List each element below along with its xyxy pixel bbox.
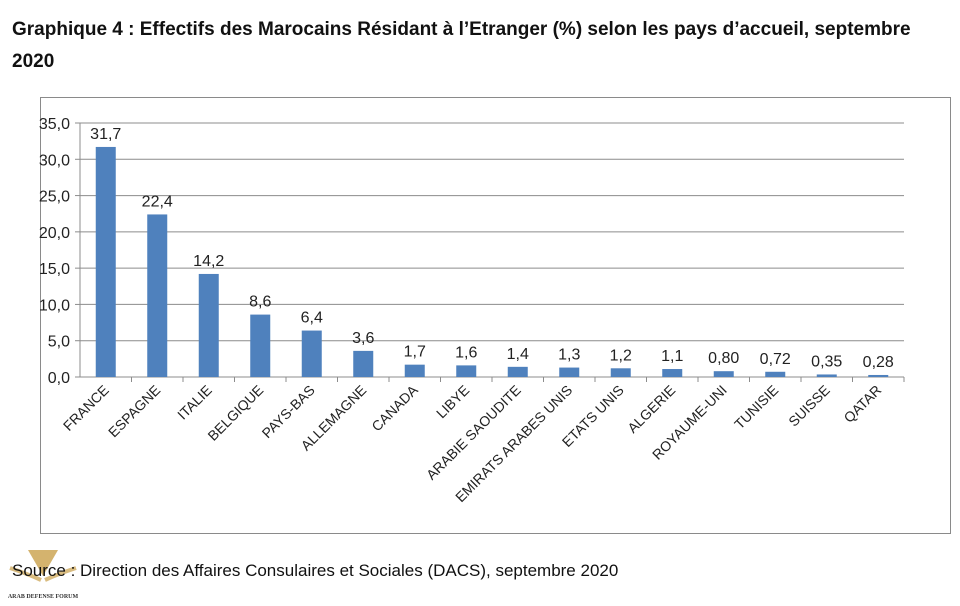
data-label: 22,4 bbox=[142, 193, 173, 210]
data-label: 14,2 bbox=[193, 253, 224, 270]
data-label: 0,28 bbox=[863, 354, 894, 371]
bar bbox=[95, 146, 116, 377]
data-label: 0,35 bbox=[811, 353, 842, 370]
data-label: 1,2 bbox=[610, 347, 632, 364]
y-tick-label: 10,0 bbox=[39, 297, 70, 314]
bar bbox=[816, 374, 837, 377]
bar bbox=[404, 364, 425, 377]
bar bbox=[301, 330, 322, 377]
chart-title: Graphique 4 : Effectifs des Marocains Ré… bbox=[12, 14, 952, 78]
data-label: 1,1 bbox=[661, 348, 683, 365]
x-tick-label: BELGIQUE bbox=[204, 382, 266, 444]
bar bbox=[198, 273, 219, 377]
data-label: 1,6 bbox=[455, 344, 477, 361]
bar bbox=[662, 369, 683, 377]
x-tick-label: ESPAGNE bbox=[105, 382, 163, 440]
x-tick-label: LIBYE bbox=[433, 382, 472, 421]
svg-text:ARAB DEFENSE FORUM: ARAB DEFENSE FORUM bbox=[8, 594, 78, 600]
bar bbox=[713, 371, 734, 377]
y-tick-label: 30,0 bbox=[39, 152, 70, 169]
chart-frame bbox=[40, 97, 951, 534]
data-label: 8,6 bbox=[249, 294, 271, 311]
x-tick-label: ITALIE bbox=[174, 382, 215, 423]
x-tick-label: QATAR bbox=[840, 382, 884, 426]
bar bbox=[250, 314, 271, 377]
bar bbox=[353, 350, 374, 377]
y-tick-label: 25,0 bbox=[39, 189, 70, 206]
bar bbox=[507, 366, 528, 377]
bar bbox=[765, 371, 786, 377]
source-note: Source : Direction des Affaires Consulai… bbox=[12, 561, 619, 580]
y-tick-label: 5,0 bbox=[48, 334, 70, 351]
x-tick-label: ARABIE SAOUDITE bbox=[423, 382, 524, 483]
bar bbox=[868, 374, 889, 377]
y-tick-label: 20,0 bbox=[39, 225, 70, 242]
data-label: 0,72 bbox=[760, 351, 791, 368]
data-label: 3,6 bbox=[352, 330, 374, 347]
x-tick-label: SUISSE bbox=[785, 382, 833, 430]
y-tick-label: 0,0 bbox=[48, 370, 70, 387]
data-label: 6,4 bbox=[301, 310, 323, 327]
data-label: 1,4 bbox=[507, 346, 529, 363]
title-text: : Effectifs des Marocains Résidant à l’E… bbox=[12, 19, 911, 72]
bar bbox=[559, 367, 580, 377]
y-tick-label: 35,0 bbox=[39, 116, 70, 133]
x-tick-label: TUNISIE bbox=[731, 382, 781, 432]
watermark-logo-icon: ARAB DEFENSE FORUM bbox=[8, 550, 78, 600]
bar bbox=[456, 365, 477, 377]
data-label: 1,7 bbox=[404, 344, 426, 361]
x-tick-label: ALGERIE bbox=[624, 382, 678, 436]
y-tick-label: 15,0 bbox=[39, 261, 70, 278]
data-label: 1,3 bbox=[558, 347, 580, 364]
title-prefix: Graphique 4 bbox=[12, 19, 123, 40]
bar bbox=[147, 214, 168, 377]
bar bbox=[610, 368, 631, 377]
data-label: 31,7 bbox=[90, 126, 121, 143]
data-label: 0,80 bbox=[708, 350, 739, 367]
x-tick-label: CANADA bbox=[368, 381, 421, 434]
x-tick-label: FRANCE bbox=[60, 382, 112, 434]
